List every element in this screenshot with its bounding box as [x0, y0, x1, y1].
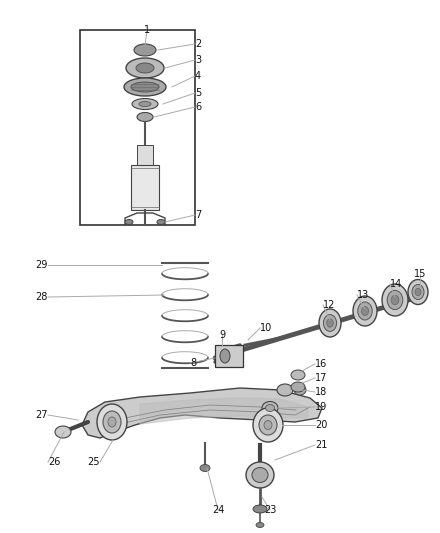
- Text: 20: 20: [315, 420, 327, 430]
- Ellipse shape: [256, 522, 264, 528]
- Ellipse shape: [262, 401, 278, 415]
- Ellipse shape: [415, 288, 421, 296]
- Ellipse shape: [291, 370, 305, 380]
- Text: 29: 29: [36, 260, 48, 270]
- Ellipse shape: [253, 408, 283, 442]
- Text: 23: 23: [264, 505, 276, 515]
- Text: 17: 17: [315, 373, 327, 383]
- Ellipse shape: [103, 411, 121, 433]
- Bar: [137, 145, 153, 165]
- Polygon shape: [140, 398, 308, 424]
- Ellipse shape: [264, 421, 272, 430]
- Text: 26: 26: [48, 457, 60, 467]
- Text: 21: 21: [315, 440, 327, 450]
- Bar: [80, 30, 195, 225]
- Ellipse shape: [259, 415, 277, 435]
- Ellipse shape: [382, 284, 408, 316]
- Ellipse shape: [265, 405, 275, 411]
- Ellipse shape: [253, 505, 267, 513]
- Bar: [215, 345, 243, 367]
- Text: 3: 3: [195, 55, 201, 65]
- Text: 13: 13: [357, 290, 369, 300]
- Ellipse shape: [131, 82, 159, 92]
- Ellipse shape: [358, 302, 372, 320]
- Ellipse shape: [319, 309, 341, 337]
- Text: 24: 24: [212, 505, 224, 515]
- Ellipse shape: [132, 99, 158, 109]
- Ellipse shape: [134, 44, 156, 56]
- Text: 27: 27: [36, 410, 48, 420]
- Ellipse shape: [294, 385, 306, 395]
- Ellipse shape: [252, 467, 268, 482]
- Ellipse shape: [353, 296, 377, 326]
- Text: 14: 14: [390, 279, 402, 289]
- Ellipse shape: [412, 285, 424, 300]
- Ellipse shape: [246, 462, 274, 488]
- Ellipse shape: [291, 382, 305, 392]
- Ellipse shape: [126, 58, 164, 78]
- Ellipse shape: [136, 63, 154, 73]
- Ellipse shape: [326, 319, 334, 327]
- Text: 2: 2: [195, 39, 201, 49]
- Ellipse shape: [55, 426, 71, 438]
- Text: 9: 9: [219, 330, 225, 340]
- Ellipse shape: [361, 306, 369, 316]
- Text: 18: 18: [315, 387, 327, 397]
- Ellipse shape: [277, 384, 293, 396]
- Text: 15: 15: [414, 269, 426, 279]
- Ellipse shape: [125, 220, 133, 224]
- Ellipse shape: [157, 220, 165, 224]
- Text: 16: 16: [315, 359, 327, 369]
- Ellipse shape: [139, 101, 151, 107]
- Ellipse shape: [220, 349, 230, 363]
- Text: 5: 5: [195, 88, 201, 98]
- Ellipse shape: [108, 417, 116, 427]
- Text: 19: 19: [315, 402, 327, 412]
- Text: 4: 4: [195, 71, 201, 81]
- Text: 7: 7: [195, 210, 201, 220]
- Ellipse shape: [97, 404, 127, 440]
- Ellipse shape: [391, 295, 399, 305]
- Bar: [131, 165, 159, 210]
- Text: 10: 10: [260, 323, 272, 333]
- Polygon shape: [82, 388, 322, 438]
- Text: 6: 6: [195, 102, 201, 112]
- Ellipse shape: [323, 314, 337, 332]
- Text: 25: 25: [88, 457, 100, 467]
- Text: 28: 28: [36, 292, 48, 302]
- Ellipse shape: [137, 112, 153, 122]
- Ellipse shape: [200, 464, 210, 472]
- Ellipse shape: [387, 290, 403, 310]
- Ellipse shape: [408, 279, 428, 304]
- Ellipse shape: [124, 78, 166, 96]
- Text: 12: 12: [323, 300, 335, 310]
- Text: 8: 8: [190, 358, 196, 368]
- Text: 1: 1: [144, 25, 150, 35]
